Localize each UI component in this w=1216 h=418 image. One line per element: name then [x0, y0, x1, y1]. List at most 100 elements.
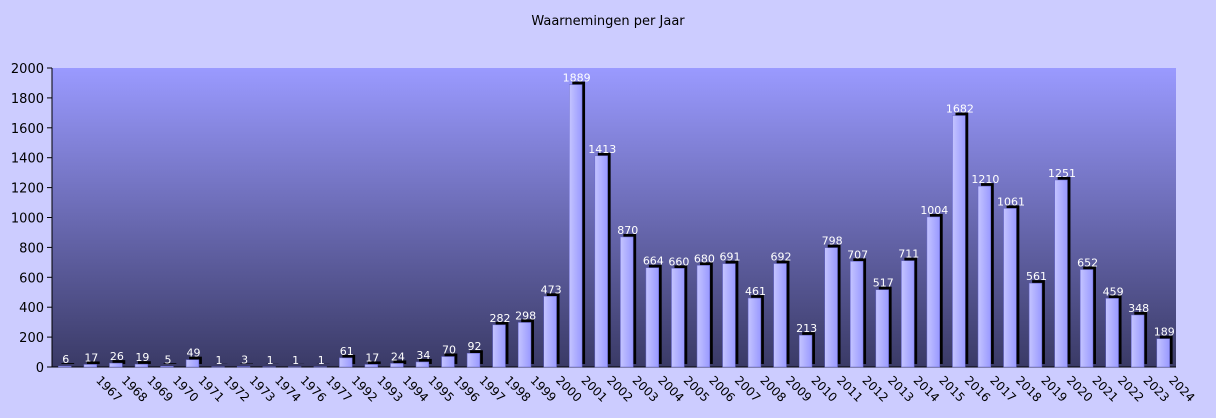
x-tick-label: 1999 — [527, 373, 558, 404]
bar — [466, 352, 481, 368]
data-label: 1889 — [563, 72, 591, 85]
bar — [134, 363, 149, 368]
data-label: 652 — [1077, 257, 1098, 270]
chart-title: Waarnemingen per Jaar — [531, 14, 685, 29]
data-label: 61 — [340, 345, 354, 358]
bar-shadow — [393, 360, 407, 364]
bar — [850, 261, 864, 368]
data-label: 1251 — [1048, 167, 1076, 180]
bar — [594, 155, 608, 368]
data-label: 798 — [822, 235, 843, 248]
data-label: 298 — [515, 309, 536, 322]
data-label: 561 — [1026, 270, 1047, 283]
y-tick-label: 200 — [19, 331, 44, 346]
bar — [83, 364, 97, 368]
bar — [58, 365, 72, 368]
x-tick-label: 1971 — [195, 373, 226, 404]
x-tick-label: 1968 — [119, 373, 150, 404]
data-label: 1413 — [588, 143, 616, 156]
bar-shadow — [163, 363, 177, 364]
y-tick-label: 1600 — [11, 122, 44, 137]
x-tick-label: 1994 — [400, 373, 431, 404]
bar — [926, 216, 940, 368]
x-tick-label: 2013 — [885, 373, 916, 404]
bar — [1131, 314, 1145, 368]
bar — [798, 334, 813, 368]
y-tick-label: 1200 — [11, 182, 44, 197]
data-label: 1682 — [946, 103, 974, 116]
data-label: 17 — [365, 351, 379, 364]
data-label: 213 — [796, 322, 817, 335]
data-label: 680 — [694, 252, 715, 265]
x-tick-label: 2006 — [706, 373, 737, 404]
x-tick-label: 1996 — [451, 373, 482, 404]
data-label: 17 — [84, 351, 98, 364]
bar — [441, 356, 455, 368]
bar — [952, 115, 966, 368]
x-tick-label: 1977 — [323, 373, 354, 404]
bar — [543, 296, 557, 368]
bar — [569, 84, 583, 368]
data-label: 6 — [62, 353, 69, 366]
bar — [492, 324, 506, 368]
x-tick-label: 2011 — [834, 373, 865, 404]
x-tick-label: 1972 — [221, 373, 252, 404]
bar — [901, 260, 915, 368]
bar-shadow — [112, 360, 126, 364]
bar-shadow — [367, 361, 381, 364]
bar — [824, 247, 838, 368]
data-label: 1061 — [997, 195, 1025, 208]
x-tick-label: 2022 — [1115, 373, 1146, 404]
data-label: 282 — [490, 312, 511, 325]
bar — [773, 263, 787, 368]
x-tick-label: 1974 — [272, 373, 303, 404]
x-tick-label: 2005 — [681, 373, 712, 404]
data-label: 711 — [898, 248, 919, 261]
x-tick-label: 1976 — [298, 373, 329, 404]
x-tick-label: 2012 — [860, 373, 891, 404]
data-label: 461 — [745, 285, 766, 298]
data-label: 348 — [1128, 302, 1149, 315]
bar — [1003, 208, 1017, 368]
bar-shadow — [138, 361, 151, 364]
x-tick-label: 2024 — [1166, 373, 1197, 404]
bar — [696, 265, 711, 368]
y-axis: 0 200 400 600 800 1000 1200 1400 1600 1800 2000 — [11, 62, 52, 376]
bar — [364, 364, 378, 368]
x-axis: 1967196819691970197119721973197419761977… — [93, 373, 1197, 404]
x-tick-label: 1967 — [93, 373, 124, 404]
bar — [1105, 298, 1119, 368]
y-tick-label: 1800 — [11, 92, 44, 107]
x-tick-label: 1973 — [246, 373, 277, 404]
data-label: 459 — [1103, 285, 1124, 298]
data-label: 707 — [847, 248, 868, 261]
data-label: 26 — [110, 350, 124, 363]
data-label: 1 — [216, 354, 223, 367]
data-label: 1 — [267, 354, 274, 367]
x-tick-label: 2016 — [962, 373, 993, 404]
bar — [339, 357, 353, 368]
data-label: 1210 — [971, 173, 999, 186]
x-tick-label: 2021 — [1089, 373, 1120, 404]
y-tick-label: 400 — [19, 301, 44, 316]
y-tick-label: 600 — [19, 271, 44, 286]
data-label: 34 — [416, 349, 430, 362]
bar — [160, 366, 174, 368]
x-tick-label: 2015 — [936, 373, 967, 404]
y-tick-label: 0 — [36, 361, 44, 376]
data-label: 49 — [187, 347, 201, 360]
x-tick-label: 2000 — [553, 373, 584, 404]
data-label: 70 — [442, 344, 456, 357]
bar-shadow — [419, 358, 432, 364]
x-tick-label: 1969 — [144, 373, 175, 404]
x-tick-label: 1997 — [476, 373, 507, 404]
x-tick-label: 2002 — [604, 373, 635, 404]
bar — [1028, 282, 1043, 368]
x-tick-label: 2020 — [1064, 373, 1095, 404]
data-label: 19 — [135, 351, 149, 364]
data-label: 660 — [668, 255, 689, 268]
x-tick-label: 2003 — [630, 373, 661, 404]
x-tick-label: 2010 — [808, 373, 839, 404]
y-tick-label: 1000 — [11, 212, 44, 227]
